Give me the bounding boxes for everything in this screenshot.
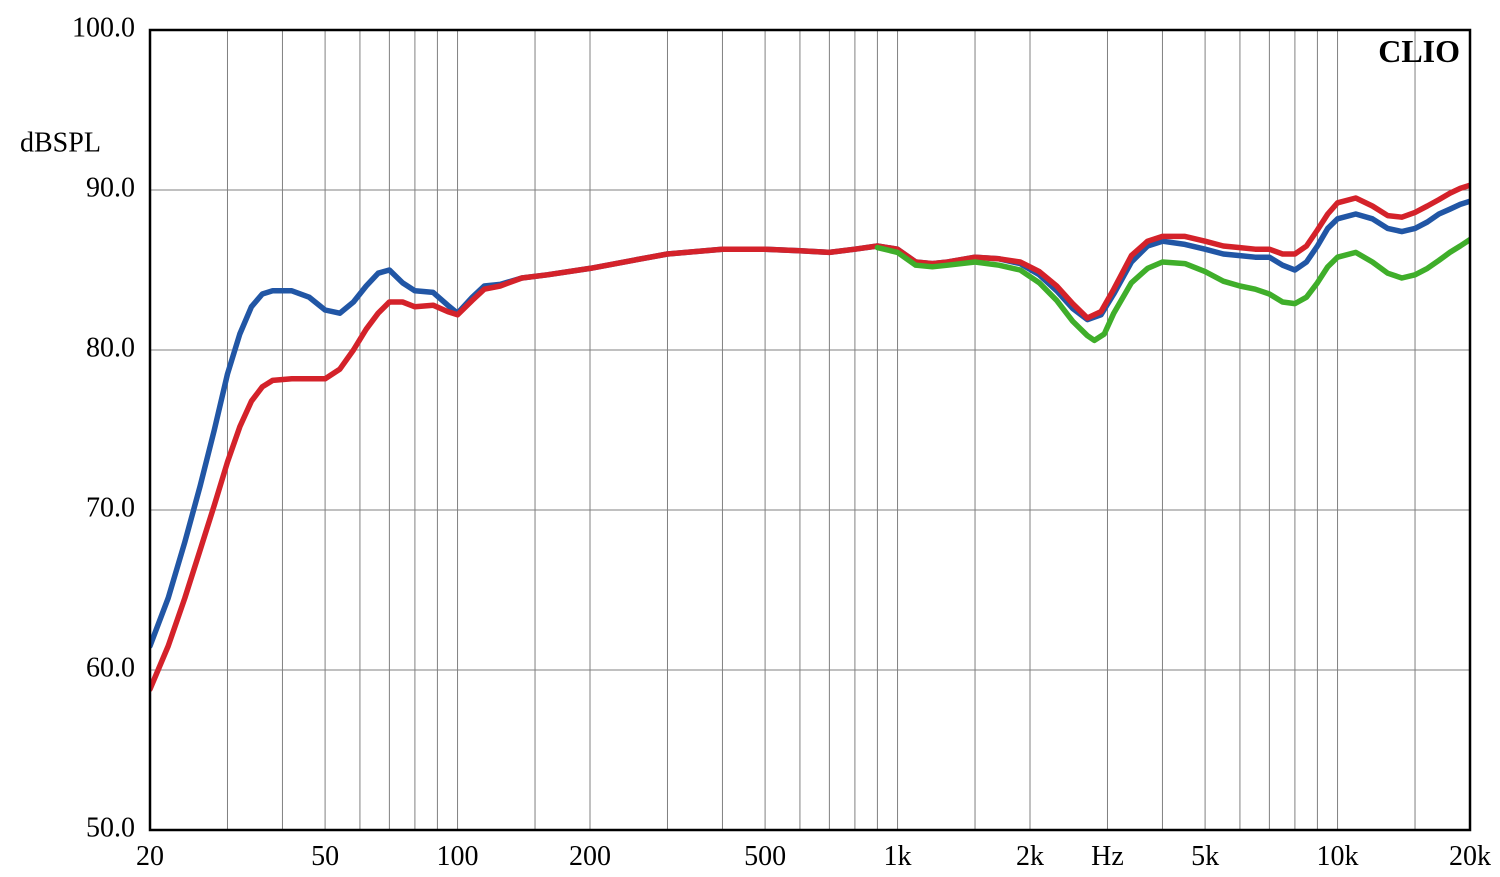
x-tick-label: 200 [569,841,611,872]
brand-label: CLIO [1378,33,1460,69]
y-tick-label: 70.0 [86,492,135,523]
y-tick-label: 100.0 [72,12,135,43]
y-tick-label: 80.0 [86,332,135,363]
x-axis-unit-label: Hz [1091,841,1124,872]
x-tick-label: 20k [1449,841,1491,872]
x-tick-label: 20 [136,841,164,872]
frequency-response-chart: 50.0 60.0 70.0 80.0 90.0 100.0 dBSPL 20 50 100 200… [0,0,1500,877]
x-tick-label: 5k [1191,841,1219,872]
x-tick-label: 1k [884,841,912,872]
y-tick-label: 60.0 [86,652,135,683]
y-axis-label: dBSPL [20,127,101,158]
x-tick-label: 50 [311,841,339,872]
y-tick-label: 90.0 [86,172,135,203]
x-tick-label: 2k [1016,841,1044,872]
x-tick-label: 500 [744,841,786,872]
chart-svg: 50.0 60.0 70.0 80.0 90.0 100.0 dBSPL 20 50 100 200… [0,0,1500,877]
x-tick-label: 10k [1317,841,1359,872]
x-tick-label: 100 [437,841,479,872]
y-tick-label: 50.0 [86,812,135,843]
